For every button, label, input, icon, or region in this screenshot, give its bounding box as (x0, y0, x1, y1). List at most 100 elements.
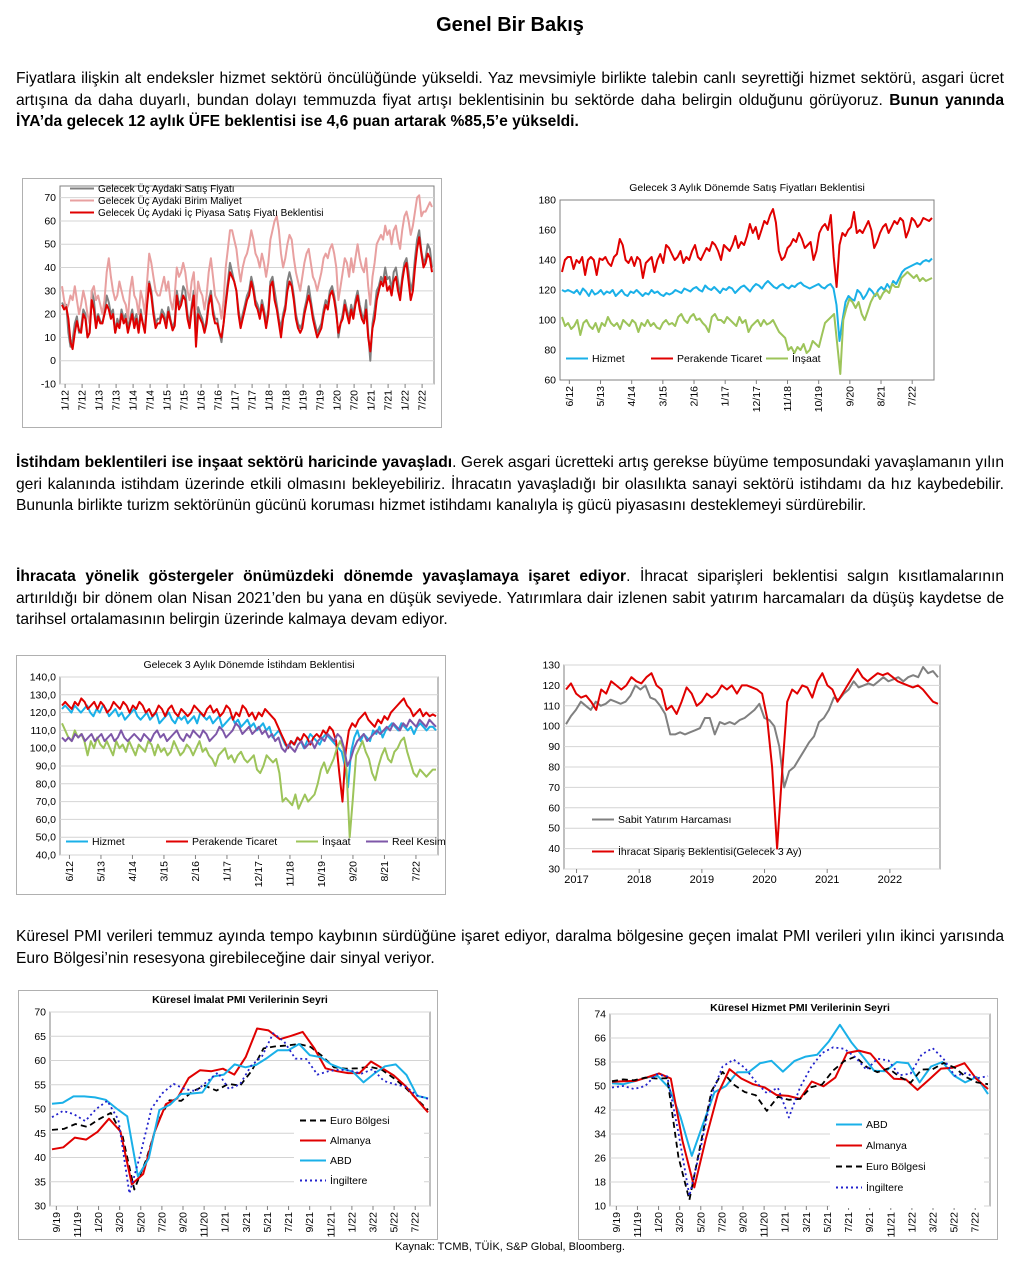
x-tick-label: 7/12 (77, 390, 89, 411)
paragraph-prices-text: Fiyatlara ilişkin alt endeksler hizmet s… (16, 70, 1004, 109)
legend-label-1: Perakende Ticaret (192, 836, 277, 848)
source-note: Kaynak: TCMB, TÜİK, S&P Global, Bloomber… (395, 1241, 625, 1253)
legend-label-1: Gelecek Üç Aydaki Birim Maliyet (98, 195, 242, 207)
legend-label-0: Gelecek Üç Aydaki Satış Fiyatı (98, 183, 235, 195)
x-tick-label: 1/22 (400, 390, 412, 411)
y-tick-label: 80,0 (36, 778, 57, 790)
paragraph-pmi-text: Küresel PMI verileri temmuz ayında tempo… (16, 928, 1004, 967)
x-tick-label: 5/20 (135, 1212, 147, 1233)
x-tick-label: 2017 (564, 874, 588, 886)
y-tick-label: 58 (594, 1057, 606, 1069)
x-tick-label: 7/18 (281, 390, 293, 411)
series-line-1 (61, 194, 433, 325)
legend-label-0: Hizmet (592, 353, 625, 365)
y-tick-label: 120 (538, 285, 556, 297)
x-tick-label: 9/20 (738, 1212, 750, 1233)
x-tick-label: 7/17 (247, 390, 259, 411)
y-tick-label: 40 (34, 1152, 46, 1164)
x-tick-label: 9/19 (611, 1212, 623, 1233)
x-tick-label: 11/20 (759, 1212, 771, 1238)
x-tick-label: 12/17 (751, 386, 763, 412)
y-tick-label: 35 (34, 1176, 46, 1188)
x-tick-label: 3/20 (114, 1212, 126, 1233)
chart-services-pmi-svg: Küresel Hizmet PMI Verilerinin Seyri 10 18… (578, 998, 998, 1240)
page-title: Genel Bir Bakış (436, 14, 584, 36)
y-tick-label: 60 (544, 375, 556, 387)
x-tick-label: 1/19 (298, 390, 310, 411)
series-line-2 (611, 1055, 989, 1201)
x-tick-label: 6/12 (64, 861, 76, 882)
series-line-0 (565, 666, 939, 789)
y-tick-label: 50,0 (36, 832, 57, 844)
x-tick-label: 10/19 (316, 861, 328, 887)
x-tick-label: 5/20 (695, 1212, 707, 1233)
y-tick-label: 60,0 (36, 814, 57, 826)
legend-label-0: Sabit Yatırım Harcaması (618, 814, 731, 826)
x-tick-label: 8/21 (379, 861, 391, 882)
y-tick-label: 90 (548, 741, 560, 753)
x-tick-label: 3/20 (674, 1212, 686, 1233)
x-tick-label: 7/22 (907, 386, 919, 407)
paragraph-employment-bold: İstihdam beklentileri ise inşaat sektörü… (16, 454, 453, 471)
x-tick-label: 5/21 (822, 1212, 834, 1233)
chart-title: Küresel İmalat PMI Verilerinin Seyri (152, 993, 328, 1006)
legend-label-3: İngiltere (866, 1181, 904, 1194)
chart-frame (22, 178, 442, 428)
paragraph-prices: Fiyatlara ilişkin alt endeksler hizmet s… (16, 68, 1004, 133)
x-tick-label: 4/14 (127, 861, 139, 882)
x-tick-label: 5/13 (95, 861, 107, 882)
chart-title: Gelecek 3 Aylık Dönemde İstihdam Beklent… (143, 658, 354, 671)
chart-title: Gelecek 3 Aylık Dönemde Satış Fiyatları … (629, 182, 865, 194)
x-tick-label: 7/21 (283, 1212, 295, 1233)
x-tick-label: 11/19 (632, 1212, 644, 1238)
x-tick-label: 3/21 (241, 1212, 253, 1233)
y-tick-label: 130,0 (30, 689, 56, 701)
x-tick-label: 7/20 (349, 390, 361, 411)
x-tick-label: 2019 (690, 874, 714, 886)
x-tick-label: 7/20 (156, 1212, 168, 1233)
y-tick-label: 30 (548, 864, 560, 876)
legend-label-3: Reel Kesim (392, 836, 446, 848)
y-tick-label: 34 (594, 1129, 606, 1141)
chart-sales-price-expectations: Gelecek 3 Aylık Dönemde Satış Fiyatları … (524, 178, 944, 428)
x-tick-label: 11/20 (199, 1212, 211, 1238)
y-tick-label: 70 (548, 782, 560, 794)
legend-label-2: Gelecek Üç Aydaki İç Piyasa Satış Fiyatı… (98, 206, 323, 219)
y-tick-label: 40,0 (36, 850, 57, 862)
legend-label-2: İnşaat (322, 835, 351, 848)
x-tick-label: 7/20 (716, 1212, 728, 1233)
y-tick-label: 65 (34, 1031, 46, 1043)
y-tick-label: 140,0 (30, 672, 56, 684)
paragraph-prices-bold: Bunun yanında İYA’da gelecek 12 aylık ÜF… (16, 91, 1004, 131)
y-tick-label: 100 (542, 721, 560, 733)
chart-title: Küresel Hizmet PMI Verilerinin Seyri (710, 1002, 890, 1014)
chart-employment-expectations: Gelecek 3 Aylık Dönemde İstihdam Beklent… (16, 655, 446, 895)
y-tick-label: 140 (538, 255, 556, 267)
y-tick-label: 66 (594, 1033, 606, 1045)
x-tick-label: 1/20 (93, 1212, 105, 1233)
x-tick-label: 10/19 (813, 386, 825, 412)
y-tick-label: 60 (548, 802, 560, 814)
y-tick-label: 80 (548, 762, 560, 774)
x-tick-label: 11/21 (325, 1212, 337, 1238)
x-tick-label: 1/13 (94, 390, 106, 411)
x-tick-label: 5/22 (389, 1212, 401, 1233)
x-tick-label: 1/15 (162, 390, 174, 411)
x-tick-label: 3/15 (158, 861, 170, 882)
legend-label-3: İngiltere (330, 1174, 368, 1187)
y-tick-label: 80 (544, 345, 556, 357)
x-tick-label: 7/14 (145, 390, 157, 411)
legend-label-2: Euro Bölgesi (866, 1161, 926, 1173)
series-line-1 (61, 697, 437, 803)
x-tick-label: 1/17 (230, 390, 242, 411)
paragraph-pmi: Küresel PMI verileri temmuz ayında tempo… (16, 926, 1004, 969)
x-tick-label: 3/22 (368, 1212, 380, 1233)
series-line-0 (61, 704, 437, 789)
legend-label-1: Almanya (330, 1135, 371, 1147)
y-tick-label: 50 (548, 823, 560, 835)
x-tick-label: 8/21 (876, 386, 888, 407)
x-tick-label: 2021 (815, 874, 839, 886)
x-tick-label: 5/22 (949, 1212, 961, 1233)
y-tick-label: 110,0 (31, 725, 57, 737)
y-tick-label: 20 (44, 309, 56, 321)
